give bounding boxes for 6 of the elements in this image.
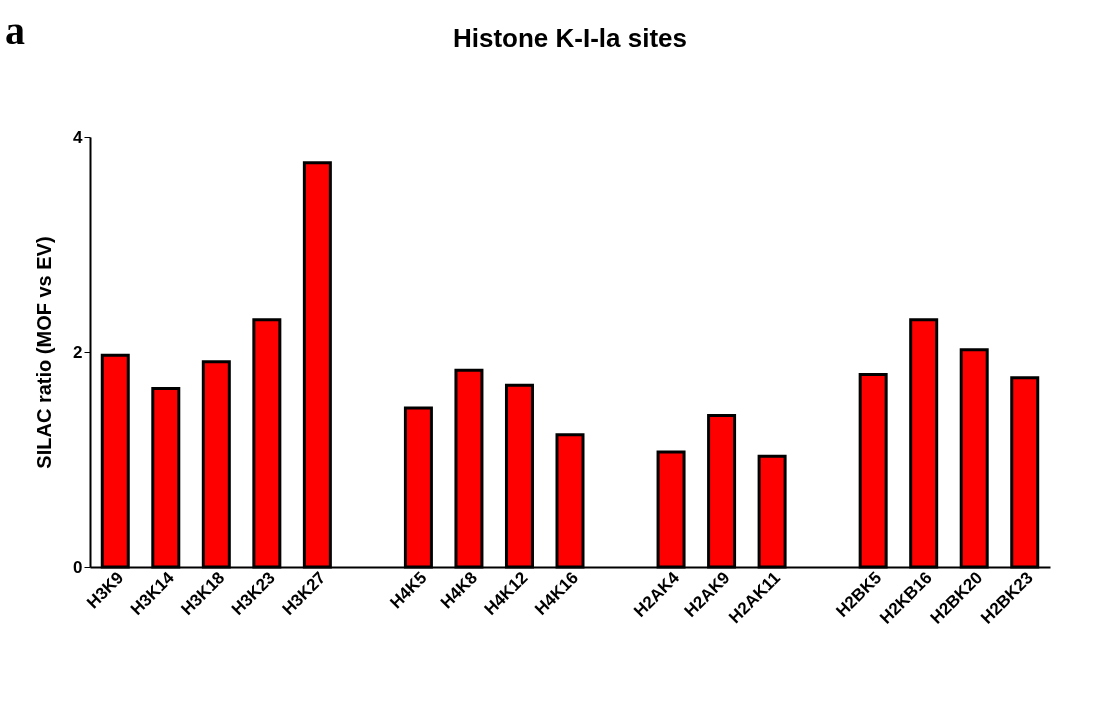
chart-title: Histone K-I-la sites bbox=[452, 23, 688, 53]
y-tick-label: 2 bbox=[73, 342, 83, 362]
y-tick-label: 4 bbox=[73, 127, 84, 147]
y-axis-title: SILAC ratio (MOF vs EV) bbox=[33, 236, 56, 469]
y-tick-label: 0 bbox=[73, 557, 83, 577]
text: a bbox=[5, 8, 25, 53]
